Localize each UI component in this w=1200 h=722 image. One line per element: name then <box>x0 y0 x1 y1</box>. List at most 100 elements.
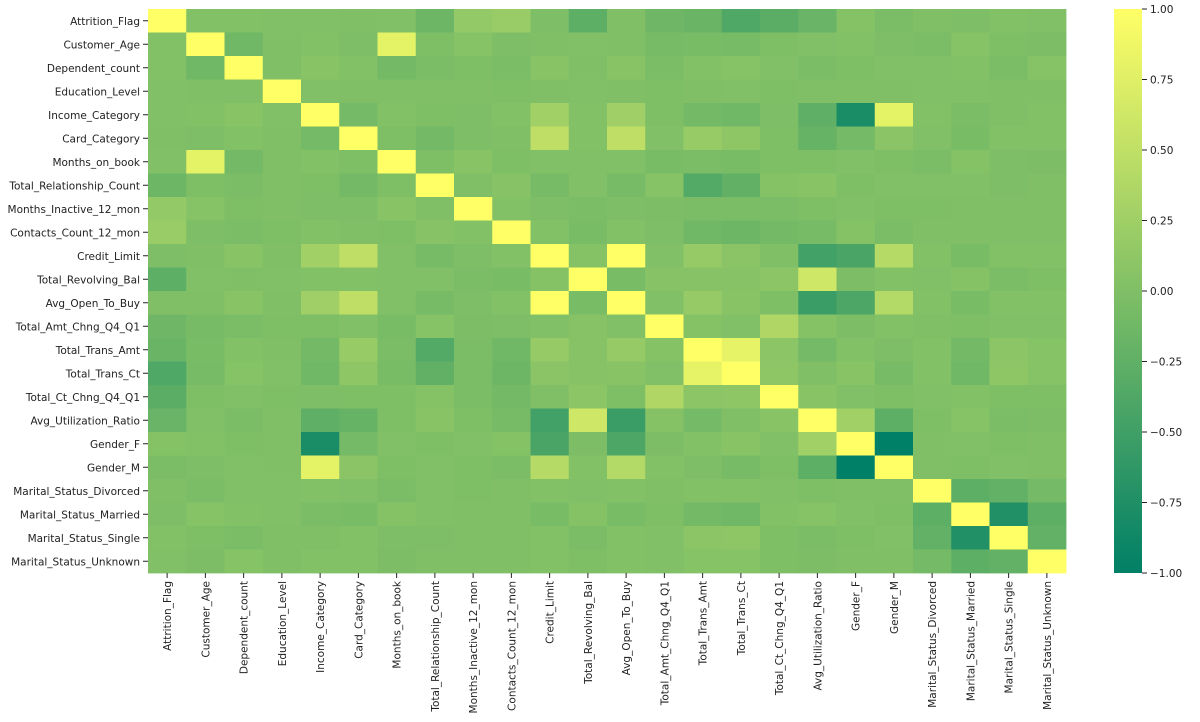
heatmap-cell-contacts-count-12-mon-total-trans-ct <box>721 220 761 245</box>
heatmap-cell-avg-utilization-ratio-avg-open-to-buy <box>607 408 646 433</box>
heatmap-cell-total-revolving-bal-total-relationship-count <box>415 267 455 292</box>
heatmap-cell-total-amt-chng-q4-q1-gender-f <box>836 314 876 339</box>
colorbar-tick-label: −0.50 <box>1150 427 1182 439</box>
heatmap-cell-marital-status-single-marital-status-unknown <box>1027 526 1067 550</box>
heatmap-cell-dependent-count-total-relationship-count <box>415 56 455 80</box>
heatmap-cell-total-trans-amt-education-level <box>262 338 302 362</box>
y-tick-label-gender-f: Gender_F <box>90 439 140 451</box>
heatmap-cell-contacts-count-12-mon-attrition-flag <box>148 220 187 245</box>
heatmap-cell-total-revolving-bal-income-category <box>301 267 340 292</box>
heatmap-cell-avg-open-to-buy-months-inactive-12-mon <box>454 291 493 315</box>
heatmap-cell-gender-f-gender-m <box>874 432 914 456</box>
heatmap-cell-total-revolving-bal-marital-status-married <box>951 267 990 292</box>
heatmap-cell-card-category-marital-status-single <box>989 126 1029 151</box>
heatmap-cell-contacts-count-12-mon-total-amt-chng-q4-q1 <box>645 220 684 245</box>
heatmap-cell-total-revolving-bal-avg-open-to-buy <box>607 267 646 292</box>
heatmap-cell-gender-f-total-amt-chng-q4-q1 <box>645 432 684 456</box>
heatmap-cell-marital-status-divorced-total-amt-chng-q4-q1 <box>645 479 684 503</box>
heatmap-cell-avg-utilization-ratio-marital-status-single <box>989 408 1029 433</box>
heatmap-cell-income-category-card-category <box>339 103 378 127</box>
colorbar-tick-label: −0.25 <box>1150 357 1182 369</box>
heatmap-cell-credit-limit-contacts-count-12-mon <box>492 244 531 268</box>
heatmap-cell-total-ct-chng-q4-q1-marital-status-single <box>989 385 1029 409</box>
heatmap-cell-avg-utilization-ratio-attrition-flag <box>148 408 187 433</box>
heatmap-cell-months-on-book-total-amt-chng-q4-q1 <box>645 150 684 174</box>
heatmap-cell-avg-utilization-ratio-avg-utilization-ratio <box>798 408 837 433</box>
heatmap-cell-total-revolving-bal-contacts-count-12-mon <box>492 267 531 292</box>
x-tick-label-marital-status-unknown: Marital_Status_Unknown <box>1042 581 1054 710</box>
y-tick-label-marital-status-divorced: Marital_Status_Divorced <box>13 486 140 498</box>
heatmap-cell-education-level-marital-status-divorced <box>913 79 952 104</box>
heatmap-cell-income-category-months-on-book <box>377 103 417 127</box>
heatmap-cell-dependent-count-marital-status-divorced <box>913 56 952 80</box>
heatmap-cell-card-category-credit-limit <box>530 126 570 151</box>
heatmap-cell-marital-status-married-attrition-flag <box>148 502 187 527</box>
heatmap-cell-total-amt-chng-q4-q1-marital-status-unknown <box>1027 314 1067 339</box>
heatmap-cell-gender-f-total-relationship-count <box>415 432 455 456</box>
heatmap-cell-avg-open-to-buy-total-trans-amt <box>683 291 723 315</box>
heatmap-cell-marital-status-divorced-avg-open-to-buy <box>607 479 646 503</box>
heatmap-cell-marital-status-unknown-dependent-count <box>224 549 264 574</box>
heatmap-cell-total-trans-amt-gender-m <box>874 338 914 362</box>
heatmap-cell-months-inactive-12-mon-customer-age <box>186 197 225 221</box>
heatmap-cell-total-relationship-count-months-on-book <box>377 173 417 198</box>
heatmap-cell-months-on-book-customer-age <box>186 150 225 174</box>
heatmap-cell-customer-age-total-ct-chng-q4-q1 <box>760 32 799 57</box>
heatmap-cell-total-relationship-count-avg-open-to-buy <box>607 173 646 198</box>
heatmap-cell-contacts-count-12-mon-months-on-book <box>377 220 417 245</box>
heatmap-cell-total-revolving-bal-education-level <box>262 267 302 292</box>
heatmap-cell-total-amt-chng-q4-q1-total-revolving-bal <box>568 314 608 339</box>
heatmap-cell-avg-open-to-buy-gender-f <box>836 291 876 315</box>
heatmap-cell-avg-open-to-buy-credit-limit <box>530 291 570 315</box>
heatmap-cell-total-ct-chng-q4-q1-income-category <box>301 385 340 409</box>
y-tick-label-avg-open-to-buy: Avg_Open_To_Buy <box>46 298 140 310</box>
heatmap-cell-dependent-count-attrition-flag <box>148 56 187 80</box>
colorbar-tick-label: 0.50 <box>1150 145 1173 157</box>
heatmap-cell-total-trans-ct-marital-status-divorced <box>913 361 952 386</box>
heatmap-cell-months-inactive-12-mon-dependent-count <box>224 197 264 221</box>
heatmap-cell-marital-status-unknown-marital-status-divorced <box>913 549 952 574</box>
heatmap-cell-gender-f-gender-f <box>836 432 876 456</box>
heatmap-cell-total-trans-amt-attrition-flag <box>148 338 187 362</box>
heatmap-cell-total-amt-chng-q4-q1-contacts-count-12-mon <box>492 314 531 339</box>
heatmap-cell-customer-age-gender-m <box>874 32 914 57</box>
heatmap-cell-contacts-count-12-mon-total-relationship-count <box>415 220 455 245</box>
heatmap-cell-avg-open-to-buy-education-level <box>262 291 302 315</box>
heatmap-cell-education-level-total-amt-chng-q4-q1 <box>645 79 684 104</box>
heatmap-cell-months-on-book-months-inactive-12-mon <box>454 150 493 174</box>
heatmap-cell-gender-m-card-category <box>339 455 378 480</box>
heatmap-cell-card-category-education-level <box>262 126 302 151</box>
heatmap-cell-marital-status-divorced-total-trans-ct <box>721 479 761 503</box>
heatmap-cell-total-ct-chng-q4-q1-attrition-flag <box>148 385 187 409</box>
heatmap-cell-avg-utilization-ratio-gender-f <box>836 408 876 433</box>
heatmap-cell-total-relationship-count-card-category <box>339 173 378 198</box>
heatmap-cell-months-inactive-12-mon-total-amt-chng-q4-q1 <box>645 197 684 221</box>
heatmap-cell-total-ct-chng-q4-q1-marital-status-unknown <box>1027 385 1067 409</box>
heatmap-cell-card-category-months-on-book <box>377 126 417 151</box>
x-tick-labels: Attrition_Flag Customer_Age Dependent_coun… <box>162 573 1054 713</box>
heatmap-cell-marital-status-single-education-level <box>262 526 302 550</box>
heatmap-cell-avg-utilization-ratio-total-trans-amt <box>683 408 723 433</box>
x-tick-label-marital-status-divorced: Marital_Status_Divorced <box>927 581 939 708</box>
heatmap-cell-total-ct-chng-q4-q1-total-relationship-count <box>415 385 455 409</box>
heatmap-cell-avg-open-to-buy-dependent-count <box>224 291 264 315</box>
heatmap-cell-months-inactive-12-mon-total-relationship-count <box>415 197 455 221</box>
heatmap-cell-total-relationship-count-total-revolving-bal <box>568 173 608 198</box>
heatmap-cell-contacts-count-12-mon-marital-status-single <box>989 220 1029 245</box>
heatmap-cell-attrition-flag-card-category <box>339 9 378 33</box>
heatmap-cell-gender-f-total-ct-chng-q4-q1 <box>760 432 799 456</box>
heatmap-cell-credit-limit-total-revolving-bal <box>568 244 608 268</box>
heatmap-cell-marital-status-single-attrition-flag <box>148 526 187 550</box>
heatmap-cell-customer-age-income-category <box>301 32 340 57</box>
heatmap-cell-customer-age-marital-status-divorced <box>913 32 952 57</box>
heatmap-cell-card-category-avg-open-to-buy <box>607 126 646 151</box>
heatmap-cell-contacts-count-12-mon-total-ct-chng-q4-q1 <box>760 220 799 245</box>
heatmap-cell-marital-status-single-income-category <box>301 526 340 550</box>
heatmap-cell-total-relationship-count-total-ct-chng-q4-q1 <box>760 173 799 198</box>
heatmap-cell-gender-m-income-category <box>301 455 340 480</box>
colorbar: 1.00 0.75 0.50 0.25 0.00 −0.25 −0.50 −0.75 −1.00 <box>1114 4 1182 580</box>
y-tick-label-dependent-count: Dependent_count <box>47 63 140 75</box>
heatmap-cell-education-level-total-trans-ct <box>721 79 761 104</box>
x-tick-label-total-amt-chng-q4-q1: Total_Amt_Chng_Q4_Q1 <box>659 581 671 706</box>
heatmap-cell-total-trans-ct-gender-f <box>836 361 876 386</box>
